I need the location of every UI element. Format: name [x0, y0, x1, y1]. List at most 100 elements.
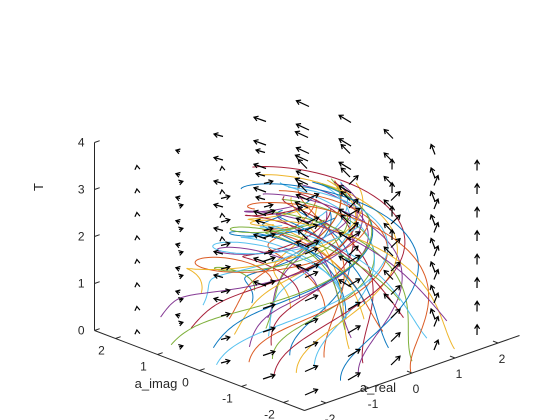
quiver-arrow — [475, 325, 480, 335]
z-axis-label: T — [31, 183, 46, 191]
quiver-arrow — [214, 227, 223, 232]
z-tick-label: 4 — [78, 136, 85, 150]
quiver-arrow — [341, 145, 350, 154]
quiver-arrow — [295, 131, 308, 137]
quiver-arrow — [391, 192, 400, 201]
quiver-arrow — [430, 144, 435, 154]
quiver-arrow — [430, 215, 435, 225]
quiver-arrow — [475, 278, 480, 288]
quiver-arrow — [391, 239, 400, 248]
x-tick-mark — [493, 341, 498, 343]
quiver-arrow — [178, 251, 183, 256]
z-tick-mark — [95, 235, 100, 237]
quiver-arrow — [348, 373, 360, 380]
quiver-arrow — [339, 115, 351, 122]
quiver-arrow — [348, 302, 360, 309]
quiver-arrow — [214, 203, 223, 208]
quiver-arrow — [341, 168, 350, 177]
quiver-arrow — [390, 183, 395, 193]
y-axis-label: a_imag — [135, 376, 178, 391]
quiver-arrow — [430, 309, 435, 319]
quiver-arrow — [176, 314, 181, 319]
quiver-arrow — [305, 365, 318, 371]
quiver-arrow — [475, 301, 480, 311]
quiver-arrow — [254, 116, 266, 121]
quiver-arrow — [434, 340, 439, 350]
quiver-arrow — [256, 149, 265, 154]
quiver-arrow — [178, 298, 183, 303]
quiver-arrow — [178, 204, 183, 209]
quiver-arrow — [263, 374, 275, 379]
y-tick-mark — [158, 353, 163, 355]
y-tick-mark — [116, 337, 121, 339]
quiver-arrow — [135, 189, 140, 193]
quiver-arrow — [176, 290, 181, 295]
quiver-arrow — [221, 359, 230, 364]
quiver-arrow — [254, 187, 266, 192]
quiver-arrow — [214, 274, 223, 279]
quiver-arrow — [263, 256, 275, 261]
trajectory-line — [252, 167, 405, 377]
x-tick-mark — [450, 356, 455, 358]
y-tick-mark — [242, 385, 247, 387]
y-tick-label: -1 — [222, 392, 233, 406]
quiver-arrow — [176, 243, 181, 248]
x-tick-label: 1 — [456, 367, 463, 381]
quiver-arrow — [296, 171, 309, 177]
quiver-arrow — [176, 220, 181, 225]
z-tick-mark — [95, 329, 100, 331]
quiver-arrow — [178, 227, 183, 232]
quiver-arrow — [178, 345, 183, 350]
quiver-arrow — [220, 237, 225, 241]
quiver-arrow — [254, 140, 266, 145]
quiver-arrow — [348, 349, 360, 356]
x-tick-label: -1 — [368, 397, 379, 411]
quiver-arrow — [176, 267, 181, 272]
quiver-arrow — [475, 184, 480, 194]
quiver-arrow — [349, 246, 358, 255]
quiver-arrow — [305, 342, 318, 348]
z-tick-mark — [95, 188, 100, 190]
quiver-arrow — [214, 133, 223, 138]
quiver-arrow — [264, 203, 273, 208]
quiver-arrow — [178, 274, 183, 279]
quiver-arrow — [135, 307, 140, 311]
y-tick-label: 2 — [98, 344, 105, 358]
quiver-arrow — [390, 206, 395, 216]
quiver-arrow — [296, 124, 309, 130]
quiver-arrow — [135, 283, 140, 287]
quiver-arrow — [296, 147, 309, 153]
quiver-arrow — [221, 195, 230, 200]
quiver-arrow — [475, 231, 480, 241]
z-tick-mark — [95, 141, 100, 143]
quiver-arrow — [348, 326, 360, 333]
quiver-arrow — [391, 333, 400, 342]
y-tick-label: 0 — [182, 376, 189, 390]
quiver-arrow — [176, 149, 181, 154]
quiver-arrow — [306, 264, 319, 270]
quiver-arrow — [135, 236, 140, 240]
quiver-arrow — [341, 192, 350, 201]
quiver-arrow — [391, 356, 400, 365]
quiver-arrow — [384, 294, 393, 303]
quiver-arrow — [430, 238, 435, 248]
quiver-arrow — [305, 389, 318, 395]
x-tick-label: -2 — [325, 412, 336, 420]
quiver-arrow — [390, 159, 395, 169]
z-tick-mark — [95, 282, 100, 284]
quiver-arrow — [298, 160, 307, 169]
quiver-arrow — [475, 207, 480, 217]
quiver-arrow — [135, 260, 140, 264]
y-tick-mark — [200, 369, 205, 371]
quiver-arrow — [430, 262, 435, 272]
quiver-arrow — [135, 166, 140, 170]
z-tick-label: 2 — [78, 230, 85, 244]
quiver-arrow — [176, 196, 181, 201]
x-tick-mark — [321, 401, 326, 403]
y-tick-label: -2 — [264, 408, 275, 420]
quiver-arrow — [178, 321, 183, 326]
z-tick-label: 0 — [78, 324, 85, 338]
quiver-arrow — [220, 190, 225, 194]
quiver-arrow — [135, 213, 140, 217]
